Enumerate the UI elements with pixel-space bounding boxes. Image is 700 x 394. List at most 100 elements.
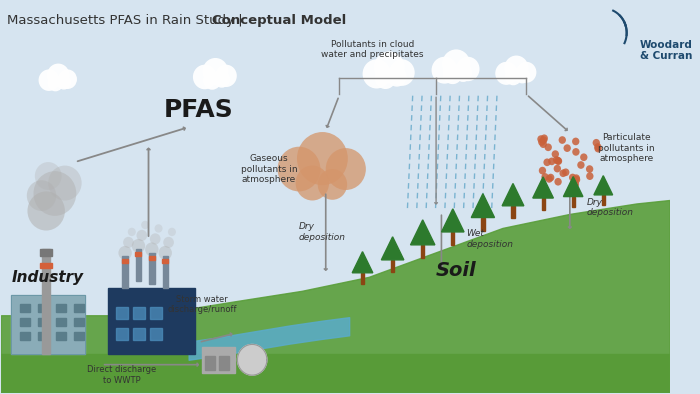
Circle shape <box>374 67 396 89</box>
Circle shape <box>203 71 221 90</box>
Circle shape <box>540 136 547 144</box>
Circle shape <box>547 174 554 181</box>
Circle shape <box>58 69 77 89</box>
Bar <box>452 232 454 245</box>
Circle shape <box>132 239 145 253</box>
Bar <box>56 318 66 326</box>
Bar <box>74 332 84 340</box>
Circle shape <box>539 167 546 175</box>
Circle shape <box>47 63 69 87</box>
Bar <box>38 304 48 312</box>
Text: Pollutants in cloud
water and precipitates: Pollutants in cloud water and precipitat… <box>321 40 424 59</box>
Bar <box>149 256 155 260</box>
Circle shape <box>214 71 230 88</box>
Circle shape <box>517 62 536 83</box>
Polygon shape <box>1 354 670 392</box>
Circle shape <box>57 75 71 89</box>
Circle shape <box>278 147 321 191</box>
Polygon shape <box>502 184 524 206</box>
Text: Wet
deposition: Wet deposition <box>466 229 513 249</box>
Circle shape <box>496 62 517 85</box>
Circle shape <box>569 174 576 181</box>
Circle shape <box>538 138 545 146</box>
Bar <box>542 198 545 210</box>
Bar <box>133 307 145 319</box>
Bar <box>133 328 145 340</box>
Circle shape <box>48 75 63 91</box>
Bar <box>150 328 162 340</box>
Bar <box>481 217 484 230</box>
Circle shape <box>158 246 172 260</box>
Circle shape <box>456 57 480 81</box>
Bar <box>572 197 575 208</box>
Bar <box>512 206 514 218</box>
Circle shape <box>35 162 62 190</box>
Circle shape <box>586 165 594 173</box>
Polygon shape <box>533 177 554 198</box>
Circle shape <box>48 165 82 201</box>
Circle shape <box>118 246 132 260</box>
Circle shape <box>545 143 552 151</box>
Bar <box>39 249 52 256</box>
Circle shape <box>540 134 548 142</box>
Bar <box>11 295 85 354</box>
Bar <box>20 332 30 340</box>
Circle shape <box>594 145 602 152</box>
Circle shape <box>38 69 60 91</box>
Bar <box>38 332 48 340</box>
Circle shape <box>318 169 347 200</box>
Text: Industry: Industry <box>12 270 84 285</box>
Circle shape <box>573 174 580 182</box>
Bar <box>108 288 195 354</box>
Circle shape <box>562 169 569 176</box>
Circle shape <box>454 63 472 82</box>
Bar <box>391 260 394 272</box>
Bar <box>122 256 128 288</box>
Bar <box>202 346 235 373</box>
Circle shape <box>553 156 560 164</box>
Circle shape <box>555 157 562 165</box>
Text: Dry
deposition: Dry deposition <box>299 222 346 242</box>
Circle shape <box>505 68 522 85</box>
Bar <box>20 318 30 326</box>
Polygon shape <box>594 176 612 195</box>
Circle shape <box>554 178 562 186</box>
Bar <box>136 249 141 281</box>
Circle shape <box>573 176 580 184</box>
Circle shape <box>540 140 547 148</box>
Circle shape <box>295 165 329 201</box>
Bar <box>11 295 85 354</box>
Circle shape <box>27 191 65 230</box>
Text: Gaseous
pollutants in
atmosphere: Gaseous pollutants in atmosphere <box>241 154 298 184</box>
Bar <box>162 256 168 288</box>
Text: Storm water
discharge/runoff: Storm water discharge/runoff <box>167 295 237 314</box>
Bar <box>74 318 84 326</box>
Circle shape <box>586 172 594 180</box>
Circle shape <box>297 132 348 185</box>
Circle shape <box>128 228 136 236</box>
Bar <box>361 273 364 284</box>
Bar <box>122 259 128 263</box>
Circle shape <box>374 51 405 83</box>
Bar <box>218 355 229 370</box>
Circle shape <box>145 242 158 256</box>
Circle shape <box>136 230 147 241</box>
Polygon shape <box>564 177 583 197</box>
Text: Massachusetts PFAS in Rain Study |: Massachusetts PFAS in Rain Study | <box>7 14 246 27</box>
Circle shape <box>442 49 470 79</box>
Circle shape <box>545 175 553 183</box>
Bar <box>136 252 141 256</box>
Circle shape <box>432 57 457 84</box>
Circle shape <box>123 237 134 248</box>
Circle shape <box>580 153 587 161</box>
Circle shape <box>593 139 600 147</box>
Bar <box>20 304 30 312</box>
Circle shape <box>504 56 528 81</box>
Polygon shape <box>471 194 494 217</box>
Circle shape <box>443 63 463 84</box>
Bar <box>74 304 84 312</box>
Circle shape <box>552 150 559 158</box>
Circle shape <box>216 65 237 87</box>
Circle shape <box>572 180 579 188</box>
Polygon shape <box>382 237 404 260</box>
